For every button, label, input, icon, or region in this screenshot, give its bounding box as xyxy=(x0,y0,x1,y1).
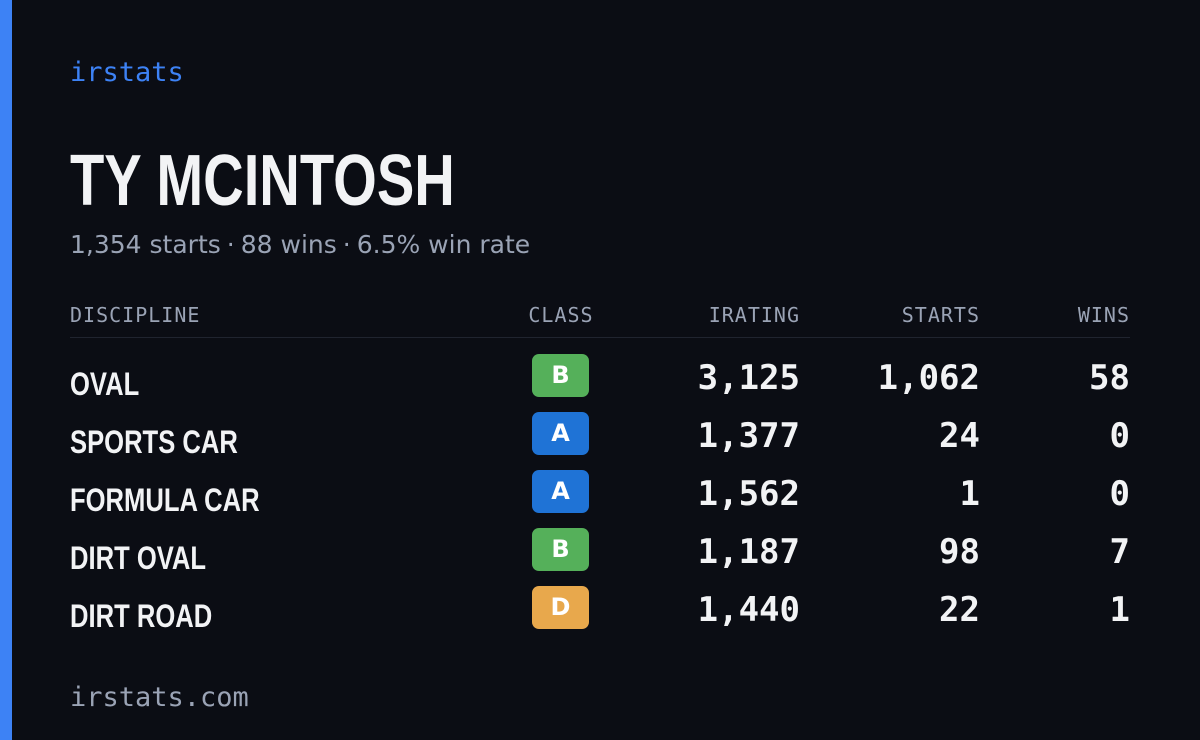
row-wins: 1 xyxy=(1109,590,1130,630)
row-wins: 0 xyxy=(1109,474,1130,514)
row-discipline: OVAL xyxy=(70,366,140,402)
class-badge: B xyxy=(532,528,589,571)
row-wins: 58 xyxy=(1089,358,1130,398)
driver-summary: 1,354 starts · 88 wins · 6.5% win rate xyxy=(70,229,530,261)
table-row: DIRT ROAD D 1,440 22 1 xyxy=(70,586,1130,644)
class-badge: D xyxy=(532,586,589,629)
row-wins: 0 xyxy=(1109,416,1130,456)
class-badge: A xyxy=(532,412,589,455)
row-starts: 22 xyxy=(939,590,980,630)
summary-wins: 88 wins xyxy=(240,230,337,259)
header-divider xyxy=(70,337,1130,338)
header-starts: STARTS xyxy=(901,303,980,327)
header-class: CLASS xyxy=(528,303,594,327)
table-row: DIRT OVAL B 1,187 98 7 xyxy=(70,528,1130,586)
summary-win-rate: 6.5% win rate xyxy=(356,230,531,259)
row-discipline: DIRT OVAL xyxy=(70,540,207,576)
driver-name: TY MCINTOSH xyxy=(70,141,455,221)
class-badge: A xyxy=(532,470,589,513)
row-discipline: FORMULA CAR xyxy=(70,482,260,518)
table-row: FORMULA CAR A 1,562 1 0 xyxy=(70,470,1130,528)
summary-starts: 1,354 starts xyxy=(70,230,221,259)
row-starts: 1 xyxy=(959,474,980,514)
row-irating: 1,377 xyxy=(697,416,800,456)
table-row: SPORTS CAR A 1,377 24 0 xyxy=(70,412,1130,470)
row-starts: 1,062 xyxy=(877,358,980,398)
header-irating: IRATING xyxy=(708,303,800,327)
discipline-table: OVAL B 3,125 1,062 58 SPORTS CAR A 1,377… xyxy=(70,354,1130,644)
row-discipline: SPORTS CAR xyxy=(70,424,238,460)
row-starts: 98 xyxy=(939,532,980,572)
row-irating: 1,187 xyxy=(697,532,800,572)
table-header: DISCIPLINE CLASS IRATING STARTS WINS xyxy=(70,300,1130,330)
row-starts: 24 xyxy=(939,416,980,456)
footer-url: irstats.com xyxy=(70,682,249,713)
summary-separator: · xyxy=(226,230,235,259)
class-badge: B xyxy=(532,354,589,397)
row-irating: 1,440 xyxy=(697,590,800,630)
row-wins: 7 xyxy=(1109,532,1130,572)
summary-separator: · xyxy=(342,230,351,259)
header-discipline: DISCIPLINE xyxy=(70,303,201,327)
row-irating: 1,562 xyxy=(697,474,800,514)
table-row: OVAL B 3,125 1,062 58 xyxy=(70,354,1130,412)
brand-logo-text: irstats xyxy=(70,57,184,88)
row-irating: 3,125 xyxy=(697,358,800,398)
row-discipline: DIRT ROAD xyxy=(70,598,213,634)
header-wins: WINS xyxy=(1077,303,1130,327)
accent-bar xyxy=(0,0,12,740)
